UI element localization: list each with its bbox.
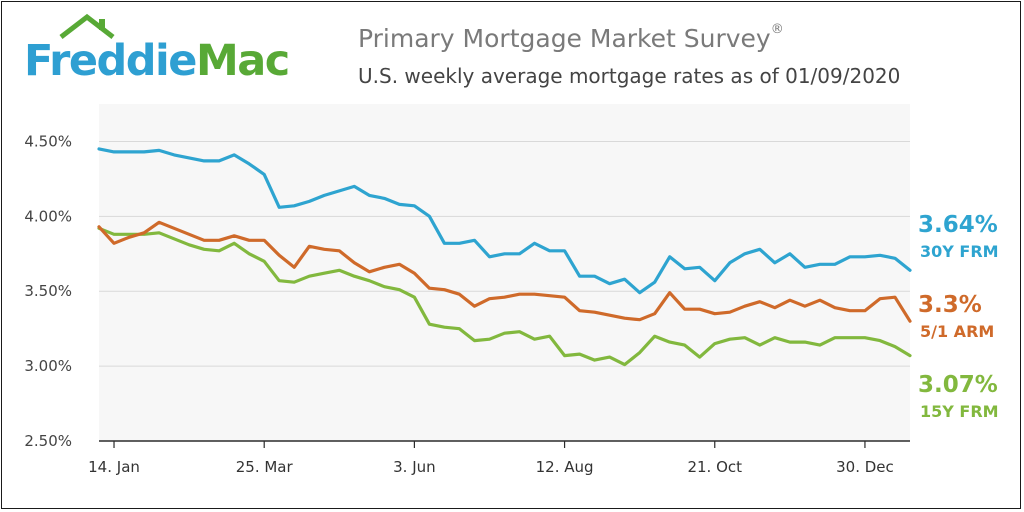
house-roof-icon bbox=[59, 13, 115, 39]
x-tick-label: 3. Jun bbox=[393, 458, 436, 476]
y-tick-label: 2.50% bbox=[24, 432, 72, 450]
x-tick-label: 12. Aug bbox=[536, 458, 594, 476]
chart-subtitle: U.S. weekly average mortgage rates as of… bbox=[358, 64, 901, 88]
y-tick-label: 4.00% bbox=[24, 207, 72, 225]
series-line-15y-frm bbox=[97, 226, 912, 367]
registered-mark: ® bbox=[770, 22, 784, 37]
end-value-30y: 3.64% bbox=[918, 212, 998, 238]
y-tick-label: 4.50% bbox=[24, 132, 72, 150]
series-label-30y: 30Y FRM bbox=[920, 242, 999, 261]
series-line-51-arm bbox=[97, 220, 912, 323]
y-tick-label: 3.00% bbox=[24, 357, 72, 375]
series-label-15y: 15Y FRM bbox=[920, 402, 999, 421]
x-tick-label: 25. Mar bbox=[236, 458, 294, 476]
logo-wordmark: FreddieMac bbox=[24, 36, 290, 86]
y-tick-label: 3.50% bbox=[24, 282, 72, 300]
plot-background bbox=[99, 104, 910, 441]
series-label-51arm: 5/1 ARM bbox=[920, 322, 995, 341]
x-tick-label: 14. Jan bbox=[88, 458, 140, 476]
chart-title: Primary Mortgage Market Survey® bbox=[358, 22, 784, 53]
end-value-51arm: 3.3% bbox=[918, 292, 982, 318]
x-tick-label: 30. Dec bbox=[836, 458, 894, 476]
freddie-mac-logo: FreddieMac bbox=[24, 10, 324, 90]
logo-mac: Mac bbox=[195, 36, 290, 86]
series-line-30y-frm bbox=[97, 147, 912, 295]
chart-title-text: Primary Mortgage Market Survey bbox=[358, 24, 771, 53]
logo-freddie: Freddie bbox=[24, 36, 197, 86]
end-value-15y: 3.07% bbox=[918, 372, 998, 398]
x-tick-label: 21. Oct bbox=[687, 458, 742, 476]
